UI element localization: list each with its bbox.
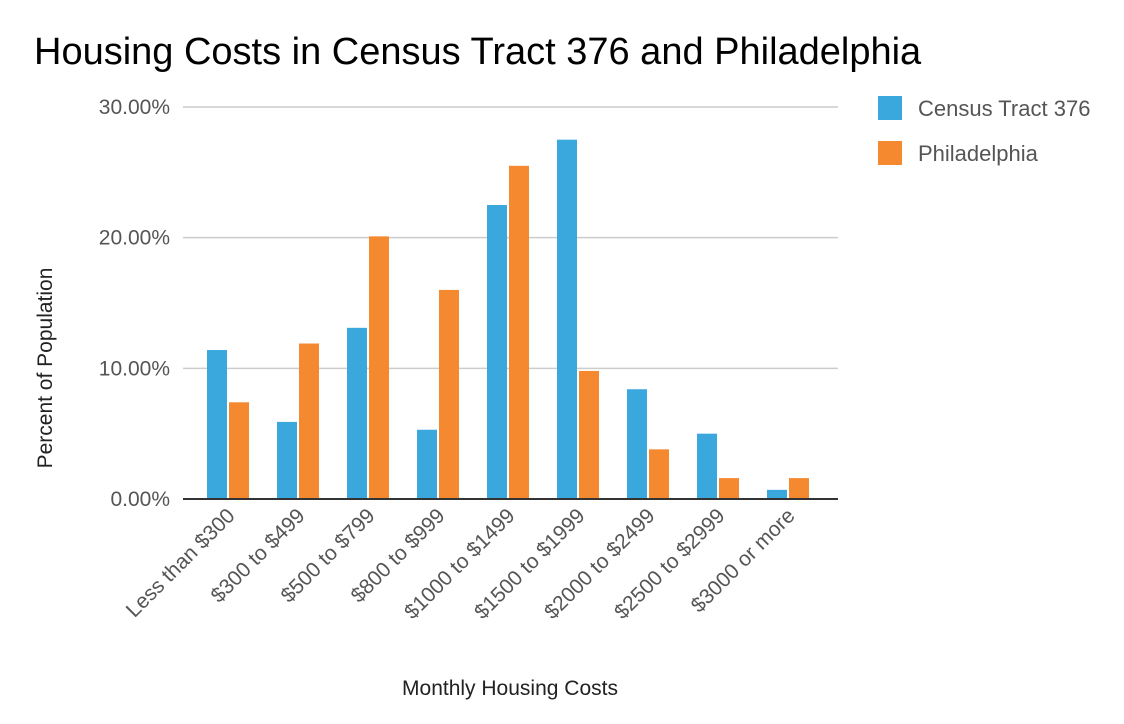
legend-swatch	[878, 96, 902, 120]
legend-label: Census Tract 376	[918, 96, 1090, 121]
bar-philadelphia	[719, 478, 739, 499]
legend: Census Tract 376 Philadelphia	[878, 96, 1090, 166]
y-tick-label: 10.00%	[99, 357, 170, 380]
bar-census-tract	[697, 433, 717, 499]
chart-title: Housing Costs in Census Tract 376 and Ph…	[34, 31, 922, 73]
legend-label: Philadelphia	[918, 141, 1039, 166]
x-axis-title: Monthly Housing Costs	[402, 677, 618, 700]
y-tick-label: 0.00%	[110, 488, 170, 511]
bar-philadelphia	[509, 165, 529, 500]
x-axis-ticks: Less than $300$300 to $499$500 to $799$8…	[122, 504, 800, 623]
bar-census-tract	[557, 139, 577, 499]
legend-swatch	[878, 141, 902, 165]
bar-philadelphia	[789, 478, 809, 499]
bar-census-tract	[207, 350, 227, 499]
bar-census-tract	[487, 205, 507, 499]
bar-census-tract	[277, 421, 297, 499]
bar-philadelphia	[649, 449, 669, 499]
bar-census-tract	[417, 429, 437, 499]
bar-philadelphia	[579, 370, 599, 499]
y-axis-title: Percent of Population	[34, 268, 57, 469]
bar-philadelphia	[369, 236, 389, 500]
bar-census-tract	[347, 327, 367, 499]
y-axis-ticks: 0.00% 10.00% 20.00% 30.00%	[99, 96, 170, 511]
bar-philadelphia	[299, 343, 319, 499]
y-tick-label: 30.00%	[99, 96, 170, 119]
bar-philadelphia	[439, 289, 459, 499]
bar-census-tract	[767, 489, 787, 499]
bar-census-tract	[627, 389, 647, 499]
bar-philadelphia	[229, 402, 249, 499]
y-tick-label: 20.00%	[99, 227, 170, 250]
bars	[207, 139, 809, 500]
